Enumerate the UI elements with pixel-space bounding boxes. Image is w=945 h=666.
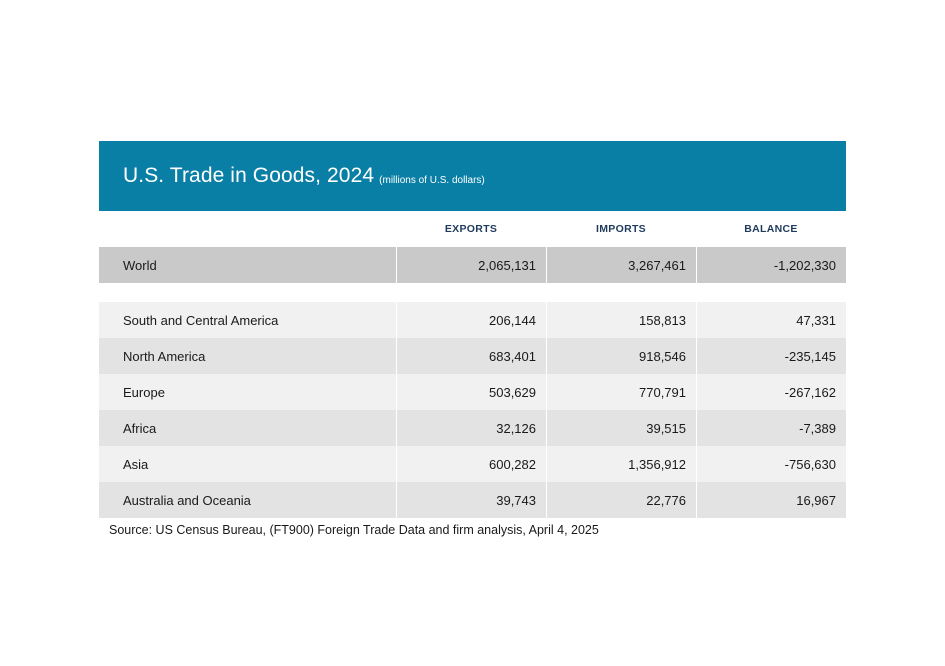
table-row: Europe 503,629 770,791 -267,162 [99,374,846,410]
table-title: U.S. Trade in Goods, 2024 [123,164,375,187]
table-row: North America 683,401 918,546 -235,145 [99,338,846,374]
cell-balance: -756,630 [696,446,846,482]
cell-exports: 503,629 [396,374,546,410]
cell-imports: 22,776 [546,482,696,518]
trade-table: U.S. Trade in Goods, 2024 (millions of U… [99,141,846,518]
column-header-row: EXPORTS IMPORTS BALANCE [99,211,846,247]
row-label: World [123,257,157,273]
source-note: Source: US Census Bureau, (FT900) Foreig… [109,523,599,537]
cell-balance: -267,162 [696,374,846,410]
column-header-balance: BALANCE [744,223,798,235]
cell-imports: 1,356,912 [546,446,696,482]
cell-exports: 39,743 [396,482,546,518]
cell-imports: 770,791 [546,374,696,410]
table-row: Australia and Oceania 39,743 22,776 16,9… [99,482,846,518]
cell-balance: -1,202,330 [696,247,846,283]
table-subtitle: (millions of U.S. dollars) [379,174,485,186]
cell-exports: 2,065,131 [396,247,546,283]
column-header-imports: IMPORTS [596,223,646,235]
table-row-world: World 2,065,131 3,267,461 -1,202,330 [99,247,846,283]
cell-balance: 16,967 [696,482,846,518]
cell-balance: -7,389 [696,410,846,446]
row-label: North America [123,348,206,364]
column-header-exports: EXPORTS [444,223,498,235]
row-label: Europe [123,384,165,400]
cell-exports: 600,282 [396,446,546,482]
cell-imports: 158,813 [546,302,696,338]
table-row: South and Central America 206,144 158,81… [99,302,846,338]
row-label: Africa [123,420,157,436]
row-spacer [99,283,846,302]
cell-balance: 47,331 [696,302,846,338]
row-label: Asia [123,456,149,472]
cell-imports: 39,515 [546,410,696,446]
row-label: Australia and Oceania [123,492,251,508]
cell-exports: 206,144 [396,302,546,338]
row-label: South and Central America [123,312,279,328]
cell-imports: 918,546 [546,338,696,374]
table-row: Asia 600,282 1,356,912 -756,630 [99,446,846,482]
cell-exports: 683,401 [396,338,546,374]
cell-balance: -235,145 [696,338,846,374]
cell-exports: 32,126 [396,410,546,446]
table-row: Africa 32,126 39,515 -7,389 [99,410,846,446]
cell-imports: 3,267,461 [546,247,696,283]
title-bar: U.S. Trade in Goods, 2024 (millions of U… [99,141,846,211]
